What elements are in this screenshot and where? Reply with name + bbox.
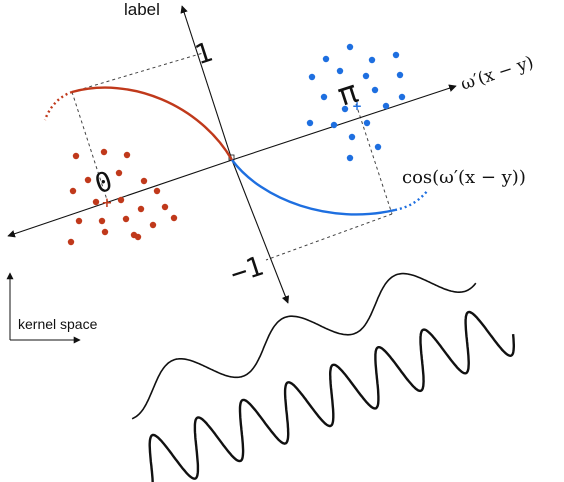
red-point bbox=[98, 217, 106, 225]
blue-point bbox=[341, 105, 349, 113]
dashed-guide-top bbox=[71, 52, 204, 93]
blue-point bbox=[322, 55, 330, 63]
dashed-guide-right-drop bbox=[355, 103, 393, 215]
red-point bbox=[72, 152, 80, 160]
projection-axis bbox=[231, 84, 457, 161]
blue-point bbox=[330, 121, 338, 129]
red-point-cluster bbox=[67, 148, 178, 246]
kernel-space-inset: kernel space bbox=[6, 272, 98, 344]
dashed-guide-bottom bbox=[265, 213, 393, 261]
high-frequency-wave bbox=[148, 310, 515, 482]
red-point bbox=[69, 187, 77, 195]
red-point bbox=[84, 176, 92, 184]
cosine-curve-label: cos(ω′(x − y)) bbox=[402, 167, 526, 188]
blue-point bbox=[392, 51, 400, 59]
low-frequency-wave bbox=[131, 272, 477, 420]
red-point bbox=[115, 169, 123, 177]
blue-point bbox=[348, 133, 356, 141]
red-point bbox=[137, 205, 145, 213]
blue-point bbox=[374, 143, 382, 151]
label-axis bbox=[180, 5, 233, 161]
blue-point bbox=[320, 93, 328, 101]
blue-point bbox=[368, 56, 376, 64]
red-point bbox=[123, 151, 131, 159]
blue-center-marker: + bbox=[352, 99, 362, 113]
cosine-curve-red bbox=[71, 86, 234, 161]
blue-point bbox=[398, 93, 406, 101]
inset-label: kernel space bbox=[18, 316, 98, 332]
blue-point bbox=[382, 102, 390, 110]
label-axis-down bbox=[231, 159, 290, 304]
red-point bbox=[153, 187, 161, 195]
blue-point bbox=[346, 154, 354, 162]
tick-label-one: 1 bbox=[191, 37, 216, 72]
blue-point bbox=[371, 86, 379, 94]
red-point bbox=[117, 196, 125, 204]
label-axis-title: label bbox=[124, 0, 160, 19]
cosine-curve-red-dotted bbox=[43, 90, 73, 121]
projection-axis-label: ω′(x − y) bbox=[458, 52, 536, 94]
red-point bbox=[149, 221, 157, 229]
blue-point bbox=[336, 67, 344, 75]
dashed-guides bbox=[71, 52, 393, 261]
blue-point bbox=[306, 119, 314, 127]
red-center-marker: + bbox=[102, 196, 113, 211]
blue-point-cluster bbox=[306, 43, 406, 162]
red-point bbox=[92, 198, 100, 206]
red-point bbox=[161, 203, 169, 211]
blue-point bbox=[363, 119, 371, 127]
cosine-curve-blue bbox=[231, 159, 396, 216]
red-point bbox=[170, 214, 178, 222]
tick-label-minus-one: −1 bbox=[227, 251, 268, 291]
red-point bbox=[75, 217, 83, 225]
red-point bbox=[101, 228, 109, 236]
dashed-guide-left-drop bbox=[71, 91, 109, 204]
tick-label-pi: π bbox=[333, 74, 362, 114]
red-point bbox=[100, 148, 108, 156]
red-point bbox=[134, 233, 142, 241]
blue-point bbox=[362, 72, 370, 80]
tick-label-zero: 0 bbox=[91, 166, 116, 201]
red-point bbox=[140, 177, 148, 185]
blue-point bbox=[396, 71, 404, 79]
red-point bbox=[67, 238, 75, 246]
cosine-curve-blue-dotted bbox=[394, 189, 429, 212]
red-point bbox=[122, 215, 130, 223]
blue-point bbox=[346, 43, 354, 51]
blue-point bbox=[308, 73, 316, 81]
